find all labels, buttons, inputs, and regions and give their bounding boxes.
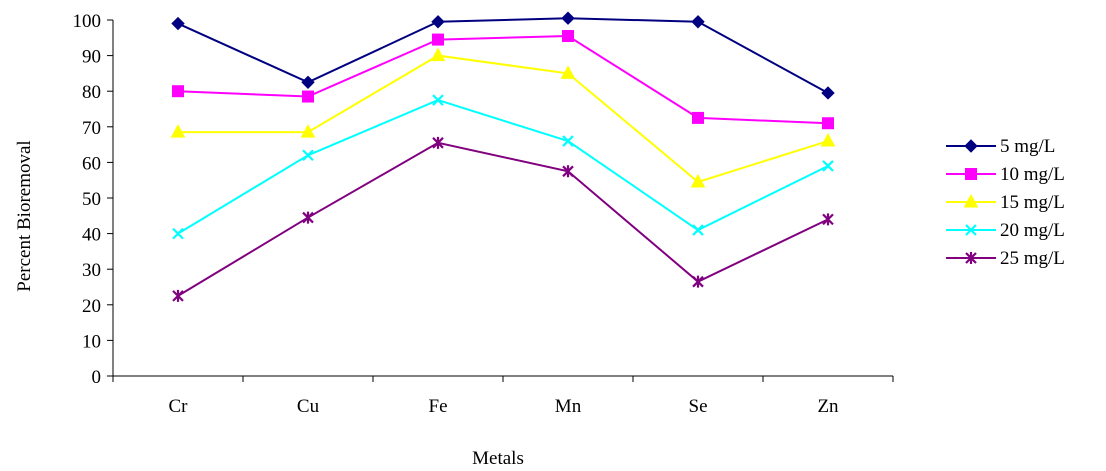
legend-label: 20 mg/L bbox=[1000, 220, 1065, 241]
y-tick-label: 0 bbox=[92, 367, 102, 388]
x-tick-label: Fe bbox=[429, 396, 448, 417]
data-point bbox=[432, 94, 444, 106]
data-point bbox=[692, 111, 704, 124]
legend-marker bbox=[965, 168, 977, 180]
data-point bbox=[302, 149, 314, 162]
data-point bbox=[822, 117, 834, 130]
legend-item: 20 mg/L bbox=[946, 220, 1065, 241]
data-point bbox=[822, 213, 834, 226]
series-line bbox=[177, 35, 829, 125]
legend-item: 5 mg/L bbox=[946, 136, 1055, 157]
y-axis: 0 10 20 30 40 50 60 70 80 90 100 bbox=[73, 11, 114, 388]
data-point bbox=[691, 15, 705, 29]
data-point bbox=[432, 33, 444, 46]
y-tick-label: 60 bbox=[82, 153, 101, 174]
data-point bbox=[301, 75, 315, 90]
legend-item: 25 mg/L bbox=[946, 248, 1065, 269]
data-point bbox=[820, 132, 836, 147]
legend-label: 5 mg/L bbox=[1000, 136, 1055, 157]
data-point bbox=[302, 90, 314, 103]
x-tick-label: Mn bbox=[555, 396, 582, 417]
x-tick-label: Zn bbox=[817, 396, 839, 417]
series-line bbox=[177, 99, 829, 235]
series-line bbox=[178, 54, 829, 184]
x-axis: Cr Cu Fe Mn Se Zn bbox=[112, 375, 894, 417]
data-point bbox=[172, 85, 184, 98]
series-line bbox=[177, 17, 829, 94]
series-0 bbox=[171, 11, 835, 100]
data-point bbox=[302, 211, 314, 224]
data-point bbox=[690, 173, 706, 188]
data-point bbox=[432, 136, 444, 149]
series-1 bbox=[172, 30, 834, 130]
series-2 bbox=[170, 47, 836, 188]
data-point bbox=[300, 124, 316, 138]
y-tick-label: 100 bbox=[73, 11, 102, 32]
legend-marker bbox=[965, 252, 977, 264]
y-tick-label: 90 bbox=[82, 47, 101, 68]
legend-label: 25 mg/L bbox=[1000, 248, 1065, 269]
x-axis-title: Metals bbox=[472, 448, 524, 469]
legend-item: 10 mg/L bbox=[946, 164, 1065, 185]
legend-label: 15 mg/L bbox=[1000, 192, 1065, 213]
legend-label: 10 mg/L bbox=[1000, 164, 1065, 185]
series-3 bbox=[172, 94, 834, 240]
series-lines bbox=[170, 11, 836, 302]
y-axis-title: Percent Bioremoval bbox=[14, 140, 35, 291]
data-point bbox=[692, 275, 704, 288]
legend-marker bbox=[964, 139, 978, 153]
legend-marker bbox=[963, 193, 979, 208]
series-4 bbox=[172, 136, 834, 302]
data-point bbox=[692, 224, 704, 236]
data-point bbox=[562, 30, 574, 43]
x-tick-label: Cr bbox=[169, 396, 189, 417]
y-tick-label: 80 bbox=[82, 82, 101, 103]
series-line bbox=[177, 141, 829, 297]
data-point bbox=[430, 47, 446, 62]
legend: 5 mg/L 10 mg/L 15 mg/L 20 mg/L 25 mg/L bbox=[946, 136, 1065, 269]
y-tick-label: 50 bbox=[82, 189, 101, 210]
y-tick-label: 70 bbox=[82, 118, 101, 139]
data-point bbox=[561, 11, 575, 25]
y-tick-label: 40 bbox=[82, 225, 101, 246]
data-point bbox=[822, 160, 834, 172]
data-point bbox=[170, 124, 186, 138]
data-point bbox=[821, 86, 835, 100]
data-point bbox=[560, 65, 576, 79]
x-tick-label: Cu bbox=[297, 396, 320, 417]
data-point bbox=[172, 227, 184, 240]
y-tick-label: 10 bbox=[82, 331, 101, 352]
legend-marker bbox=[965, 224, 977, 236]
y-tick-label: 20 bbox=[82, 296, 101, 317]
legend-item: 15 mg/L bbox=[946, 192, 1065, 213]
data-point bbox=[431, 15, 445, 29]
data-point bbox=[172, 289, 184, 302]
x-tick-label: Se bbox=[689, 396, 708, 417]
y-tick-label: 30 bbox=[82, 260, 101, 281]
data-point bbox=[562, 165, 574, 178]
data-point bbox=[171, 16, 185, 31]
data-point bbox=[562, 135, 574, 147]
